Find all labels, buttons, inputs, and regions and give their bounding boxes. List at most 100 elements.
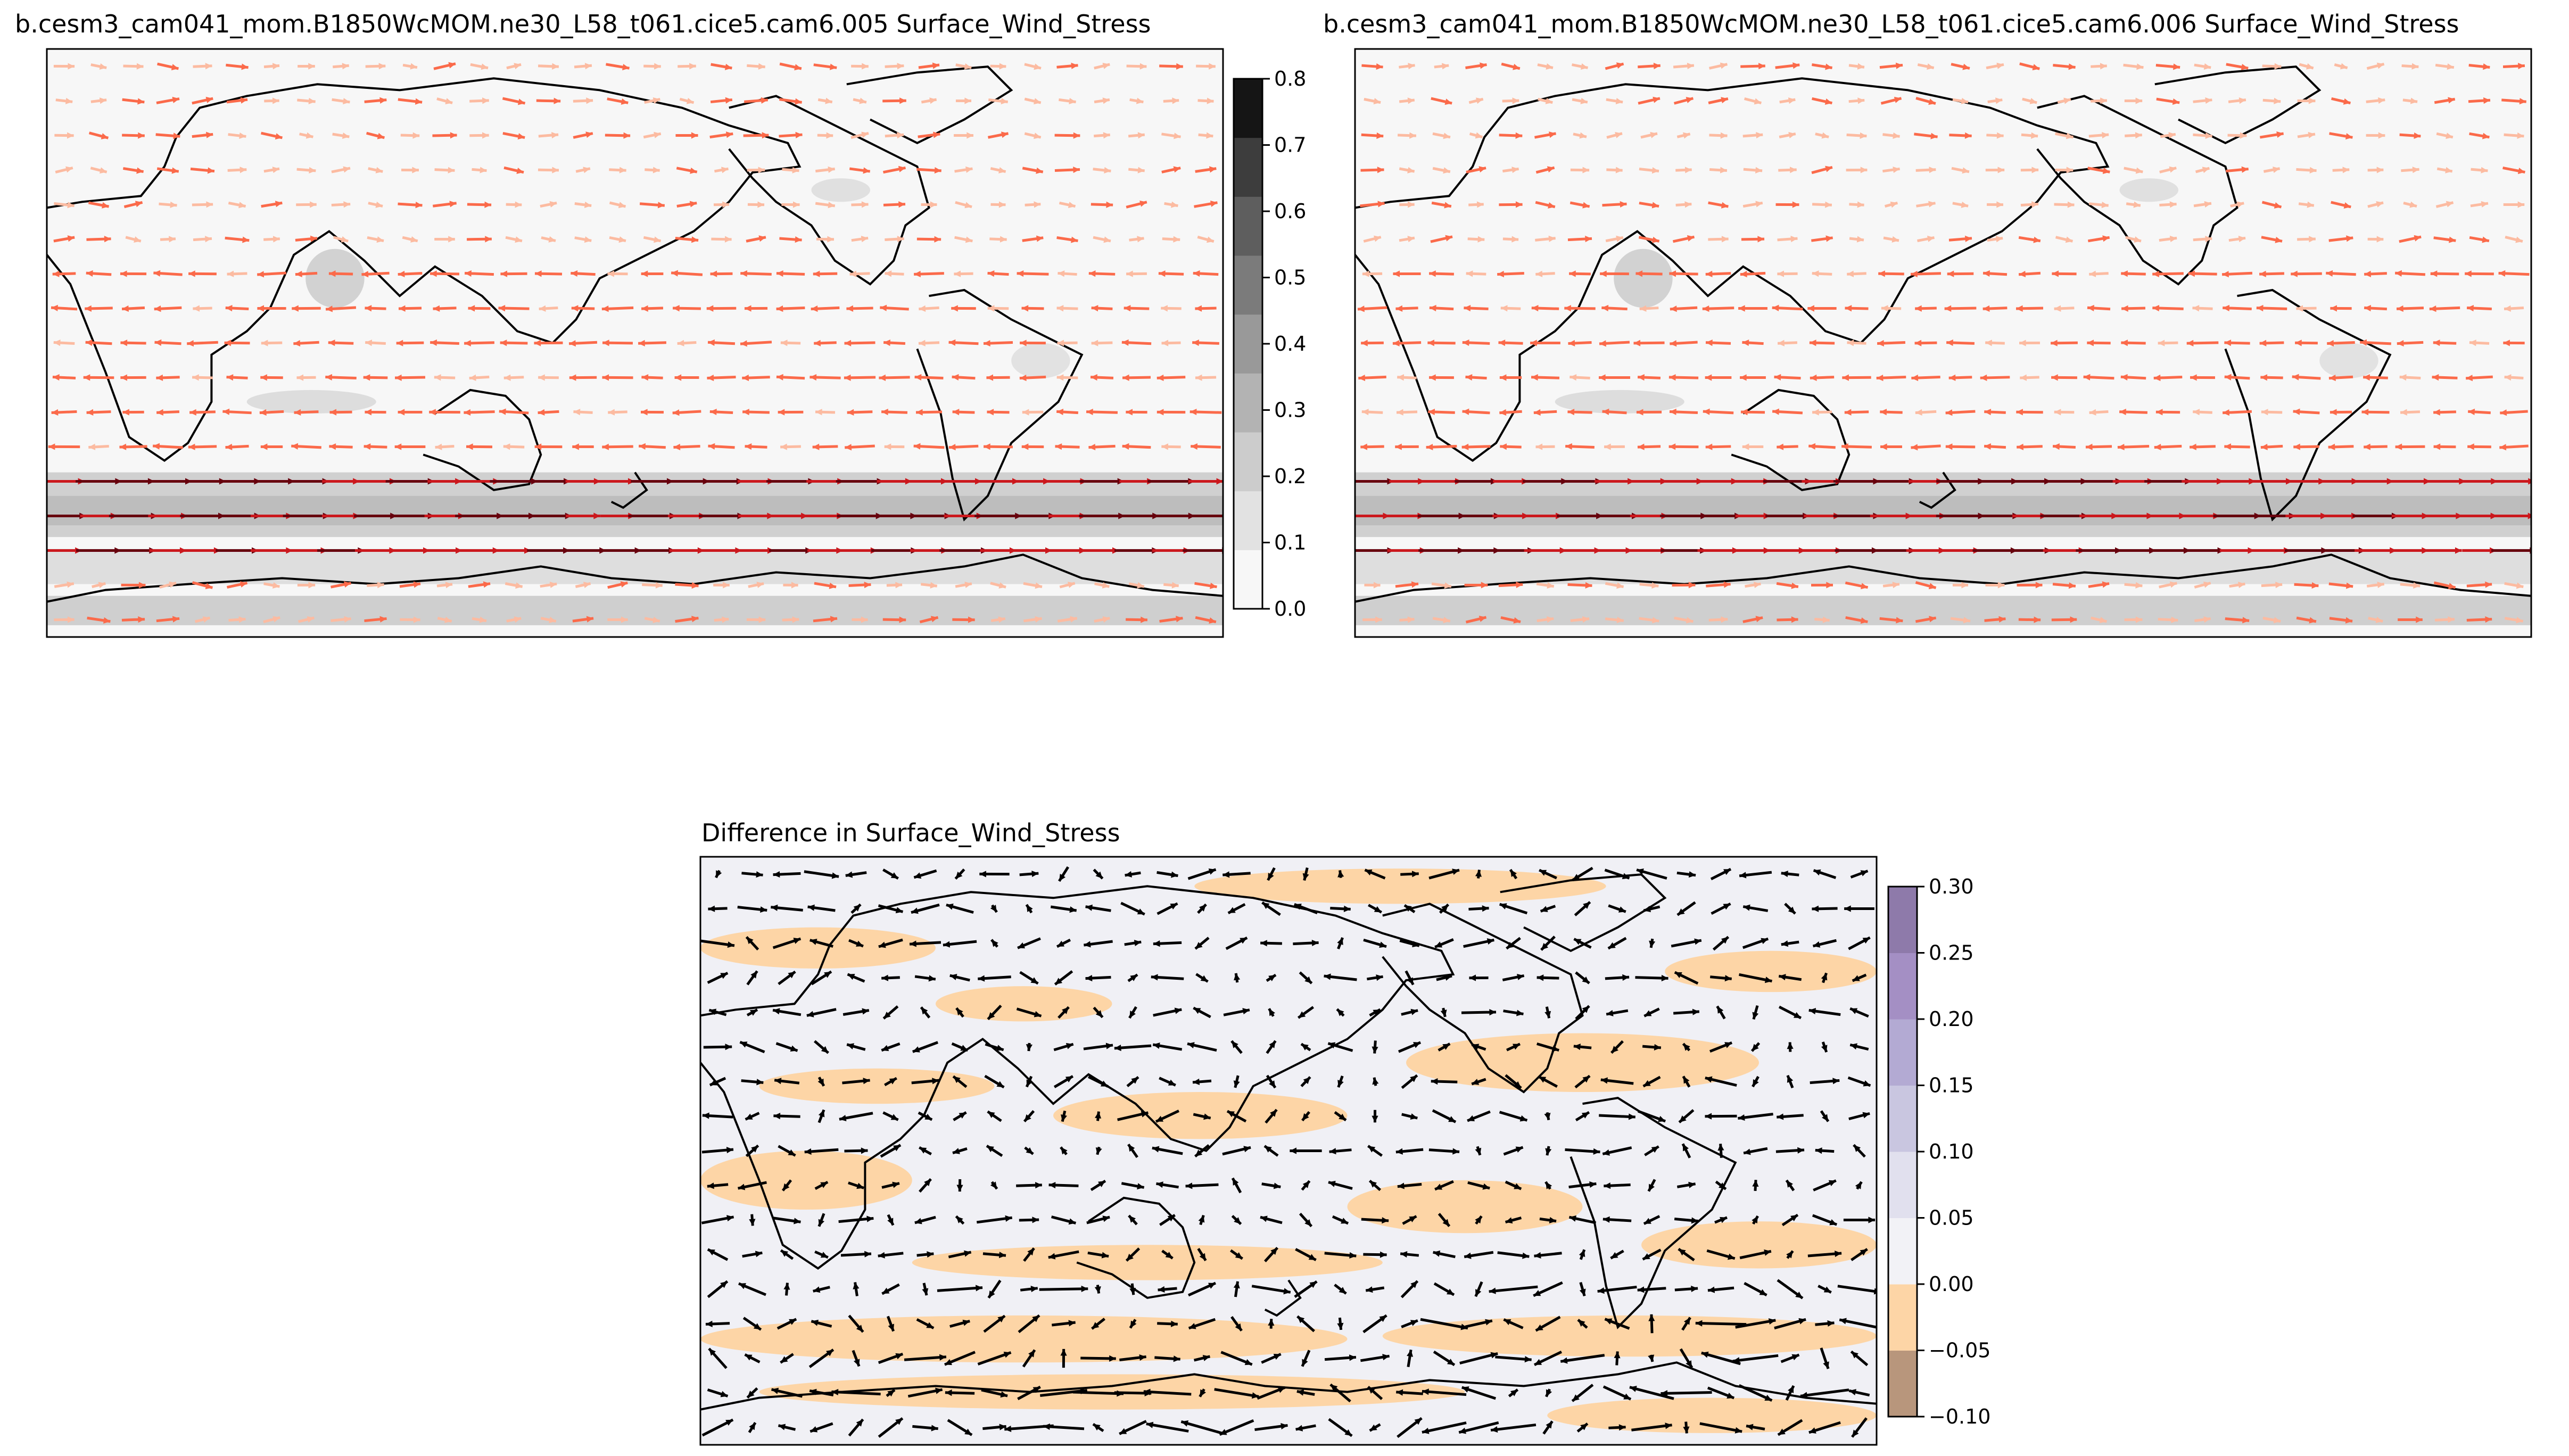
vector-arrowhead — [1703, 408, 1710, 415]
vector-arrowhead — [1568, 340, 1575, 346]
vector-arrowhead — [1100, 1080, 1108, 1087]
vector-arrowhead — [552, 167, 559, 173]
vector-arrowhead — [1832, 1078, 1840, 1085]
vector-arrowhead — [1852, 975, 1860, 981]
vector-arrowhead — [1409, 1216, 1417, 1222]
vector-arrowhead — [1679, 1115, 1687, 1122]
vector-arrowhead — [1825, 63, 1832, 70]
vector-arrowhead — [1368, 1386, 1375, 1394]
vector-arrowhead — [1533, 1290, 1541, 1296]
vector-arrowhead — [2448, 583, 2456, 590]
vector-arrowhead — [257, 305, 265, 312]
vector-arrowhead — [2376, 167, 2384, 173]
vector-arrowhead — [1028, 1350, 1035, 1358]
vector-arrowhead — [1791, 1354, 1799, 1361]
vector-arrowhead — [1614, 1351, 1621, 1359]
vector-arrowhead — [1754, 582, 1761, 589]
vector-arrowhead — [1373, 1009, 1381, 1016]
vector-arrowhead — [710, 270, 717, 277]
vector-arrowhead — [2155, 409, 2163, 416]
vector-arrowhead — [2019, 340, 2026, 346]
vector-arrowhead — [1740, 409, 1748, 416]
vector-arrowhead — [1740, 270, 1747, 278]
vector-arrowhead — [820, 1182, 828, 1188]
vector-arrowhead — [1778, 340, 1785, 346]
vector-arrowhead — [1410, 1075, 1417, 1082]
vector-arrowhead — [2120, 374, 2128, 380]
vector-arrowhead — [856, 1419, 863, 1427]
vector-arrowhead — [1533, 409, 1541, 416]
vector-arrowhead — [1433, 1250, 1441, 1257]
vector-arrowhead — [1683, 1317, 1690, 1325]
vector-arrowhead — [1500, 443, 1507, 450]
vector-arrowhead — [1705, 270, 1713, 277]
vector-arrowhead — [1475, 1289, 1482, 1297]
vector-arrowhead — [225, 305, 233, 312]
vector-arrowhead — [2241, 63, 2249, 70]
vector-arrowhead — [1847, 340, 1854, 346]
vector-arrowhead — [1539, 1077, 1547, 1083]
vector-arrowhead — [724, 236, 732, 243]
vector-arrowhead — [1844, 409, 1852, 416]
vector-arrowhead — [1807, 305, 1814, 312]
vector-arrowhead — [814, 340, 821, 346]
vector-arrowhead — [1755, 616, 1763, 623]
vector-arrowhead — [1091, 340, 1098, 346]
vector-arrowhead — [1093, 1424, 1101, 1431]
vector-arrowhead — [618, 202, 626, 209]
vector-arrowhead — [429, 409, 436, 416]
vector-arrowhead — [1209, 617, 1216, 624]
vector-arrowhead — [1567, 409, 1575, 416]
vector-arrowhead — [1661, 974, 1668, 982]
vector-arrowhead — [1812, 409, 1819, 416]
vector-arrowhead — [514, 63, 522, 70]
vector-arrowhead — [1302, 1359, 1308, 1367]
vector-arrowhead — [1997, 167, 2005, 173]
vector-arrowhead — [2066, 167, 2074, 173]
vector-arrowhead — [818, 1110, 825, 1118]
vector-arrowhead — [1410, 1113, 1418, 1120]
vector-arrowhead — [1010, 547, 1017, 554]
vector-arrowhead — [930, 616, 938, 623]
vector-arrowhead — [378, 63, 386, 70]
colorbar-diff-tick-label: 0.20 — [1929, 1007, 1974, 1031]
vector-arrowhead — [1444, 98, 1452, 105]
vector-arrowhead — [1822, 1114, 1829, 1122]
vector-arrowhead — [1273, 1182, 1281, 1189]
vector-arrowhead — [1208, 868, 1216, 875]
vector-arrowhead — [965, 166, 973, 173]
vector-arrowhead — [308, 582, 316, 589]
vector-arrowhead — [1862, 937, 1870, 944]
vector-arrowhead — [1056, 305, 1064, 312]
vector-arrowhead — [1757, 236, 1765, 243]
vector-arrowhead — [1511, 167, 1519, 173]
vector-arrowhead — [2468, 408, 2475, 416]
vector-arrowhead — [584, 201, 592, 208]
stress-shading — [1355, 178, 2531, 625]
shade-blob — [700, 927, 936, 969]
vector-arrowhead — [2364, 304, 2372, 312]
vector-arrowhead — [709, 1008, 717, 1015]
vector-arrowhead — [1277, 1387, 1285, 1393]
vector-arrowhead — [1564, 305, 1571, 312]
vector-arrowhead — [170, 201, 177, 208]
vector-arrowhead — [773, 1008, 780, 1015]
vector-arrowhead — [1824, 98, 1832, 105]
vector-arrowhead — [2019, 270, 2026, 278]
vector-arrowhead — [978, 975, 985, 982]
vector-arrowhead — [1341, 1218, 1349, 1224]
vector-arrowhead — [1429, 374, 1436, 381]
vector-arrowhead — [749, 1219, 756, 1226]
vector-arrowhead — [2259, 270, 2266, 277]
vector-arrowhead — [639, 443, 646, 450]
vector-arrowhead — [1102, 582, 1110, 589]
vector-arrowhead — [1021, 305, 1029, 312]
vector-arrowhead — [1756, 131, 1763, 139]
vector-arrowhead — [364, 443, 371, 450]
vector-arrowhead — [1475, 870, 1482, 877]
vector-arrowhead — [1413, 1042, 1421, 1048]
vector-arrowhead — [1143, 1388, 1151, 1395]
vector-arrowhead — [1815, 1147, 1822, 1154]
vector-arrowhead — [1114, 1044, 1121, 1052]
vector-arrowhead — [998, 167, 1006, 173]
